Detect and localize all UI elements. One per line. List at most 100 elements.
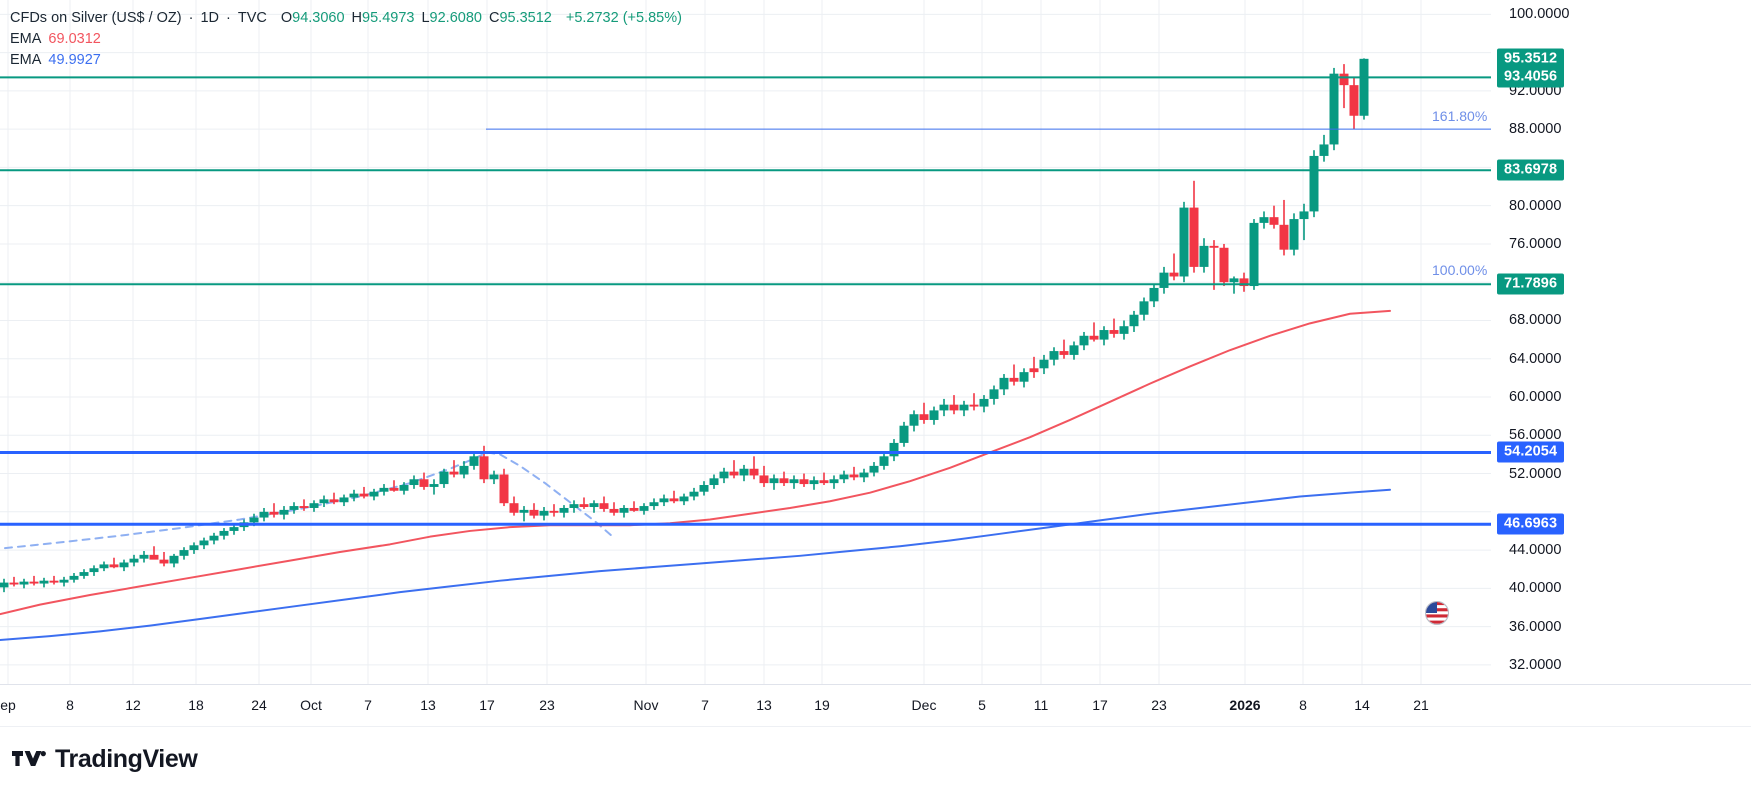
- candle-body: [99, 564, 109, 569]
- candle-body: [999, 377, 1009, 390]
- candle-body: [909, 414, 919, 426]
- candle-body: [1279, 224, 1289, 250]
- candle-body: [629, 507, 639, 511]
- candle-body: [409, 479, 419, 486]
- candle-body: [139, 554, 149, 559]
- candle-body: [609, 508, 619, 513]
- candle-body: [979, 398, 989, 407]
- close-label: C: [488, 10, 500, 26]
- candle-body: [449, 471, 459, 475]
- candle-body: [839, 474, 849, 480]
- candle-body: [889, 442, 899, 457]
- candle-body: [479, 456, 489, 480]
- candle-body: [269, 511, 279, 515]
- time-axis-tick-label: 12: [125, 697, 141, 713]
- price-axis[interactable]: 100.0000 92.0000 88.0000 80.0000 76.0000 68.0…: [1491, 0, 1751, 684]
- candle-body: [639, 506, 649, 511]
- symbol-title[interactable]: CFDs on Silver (US$ / OZ): [10, 10, 182, 26]
- candle-body: [439, 471, 449, 485]
- candle-body: [1219, 247, 1229, 283]
- time-axis-tick-label: 7: [364, 697, 372, 713]
- candle-body: [589, 503, 599, 508]
- candle-body: [129, 558, 139, 563]
- time-axis-tick-label: 5: [978, 697, 986, 713]
- price-axis-badge[interactable]: 93.4056: [1497, 66, 1565, 88]
- candle-body: [1289, 219, 1299, 250]
- price-axis-badge[interactable]: 95.3512: [1497, 48, 1565, 70]
- candle-body: [959, 404, 969, 411]
- candle-body: [1049, 351, 1059, 360]
- candle-body: [1349, 85, 1359, 116]
- time-axis-tick-label: 11: [1033, 697, 1049, 713]
- price-axis-tick-label: 32.0000: [1509, 656, 1562, 673]
- interval-label[interactable]: 1D: [200, 10, 219, 26]
- chart-legend: CFDs on Silver (US$ / OZ) · 1D · TVC O94.3060…: [10, 8, 682, 71]
- candle-body: [539, 510, 549, 516]
- time-axis[interactable]: ep 8 12 18 24 Oct 7 13 17 23 Nov 7 13 19 Dec 5 11 17 23 202…: [0, 684, 1751, 726]
- change-value: +5.2732 (+5.85%): [565, 10, 682, 26]
- candle-body: [419, 479, 429, 487]
- candle-body: [319, 499, 329, 504]
- time-axis-tick-label: 23: [1151, 697, 1167, 713]
- price-axis-badge[interactable]: 54.2054: [1497, 441, 1565, 463]
- indicator-value-ema-fast: 69.0312: [48, 31, 101, 48]
- price-axis-badge[interactable]: 46.6963: [1497, 513, 1565, 535]
- candle-body: [469, 456, 479, 466]
- price-axis-badge[interactable]: 71.7896: [1497, 273, 1565, 295]
- candle-body: [1169, 272, 1179, 277]
- candlestick-plot-svg: [0, 0, 1491, 684]
- candle-body: [599, 503, 609, 509]
- candle-body: [299, 506, 309, 508]
- price-axis-tick-label: 76.0000: [1509, 235, 1562, 252]
- candle-body: [1119, 326, 1129, 334]
- footer-bar: TradingView: [0, 726, 1751, 796]
- tradingview-mark-icon: [12, 750, 46, 766]
- legend-separator-2: ·: [226, 10, 231, 26]
- candle-body: [899, 425, 909, 443]
- candle-body: [29, 581, 39, 584]
- candle-body: [869, 465, 879, 473]
- price-axis-badge[interactable]: 83.6978: [1497, 159, 1565, 181]
- candle-body: [159, 559, 169, 564]
- tradingview-logo[interactable]: TradingView: [12, 745, 198, 774]
- candle-body: [0, 582, 9, 588]
- candle-body: [1159, 272, 1169, 288]
- candle-body: [1269, 217, 1279, 225]
- candle-body: [1339, 73, 1349, 86]
- candle-body: [919, 414, 929, 420]
- candle-body: [1109, 330, 1119, 334]
- legend-indicator-row-0[interactable]: EMA 69.0312: [10, 29, 682, 50]
- candle-body: [1319, 144, 1329, 156]
- time-axis-tick-label: 21: [1413, 697, 1429, 713]
- candle-body: [499, 474, 509, 504]
- candle-body: [829, 479, 839, 484]
- candle-body: [739, 468, 749, 476]
- candle-body: [1359, 58, 1369, 116]
- candle-body: [149, 554, 159, 560]
- indicator-name-ema-slow: EMA: [10, 52, 42, 69]
- candle-body: [1069, 345, 1079, 355]
- time-axis-tick-label: 17: [479, 697, 495, 713]
- fib-level-label: 161.80%: [1432, 107, 1488, 124]
- candle-body: [349, 493, 359, 498]
- legend-indicator-row-1[interactable]: EMA 49.9927: [10, 50, 682, 71]
- candle-body: [1249, 222, 1259, 287]
- candle-body: [249, 517, 259, 523]
- candle-body: [729, 471, 739, 476]
- candle-body: [789, 479, 799, 484]
- candle-body: [219, 530, 229, 536]
- fib-level-label: 100.00%: [1432, 261, 1488, 278]
- candle-body: [39, 580, 49, 584]
- candle-body: [879, 456, 889, 466]
- candle-body: [109, 564, 119, 568]
- open-label: O: [280, 10, 293, 26]
- candle-body: [459, 465, 469, 475]
- chart-plot-area[interactable]: 161.80% 100.00%: [0, 0, 1491, 684]
- candle-body: [859, 472, 869, 478]
- candle-body: [569, 504, 579, 508]
- candle-body: [1129, 314, 1139, 327]
- price-axis-tick-label: 100.0000: [1509, 6, 1570, 23]
- legend-symbol-row[interactable]: CFDs on Silver (US$ / OZ) · 1D · TVC O94.3060…: [10, 8, 682, 29]
- time-axis-tick-label: ep: [0, 697, 16, 713]
- candle-body: [549, 510, 559, 513]
